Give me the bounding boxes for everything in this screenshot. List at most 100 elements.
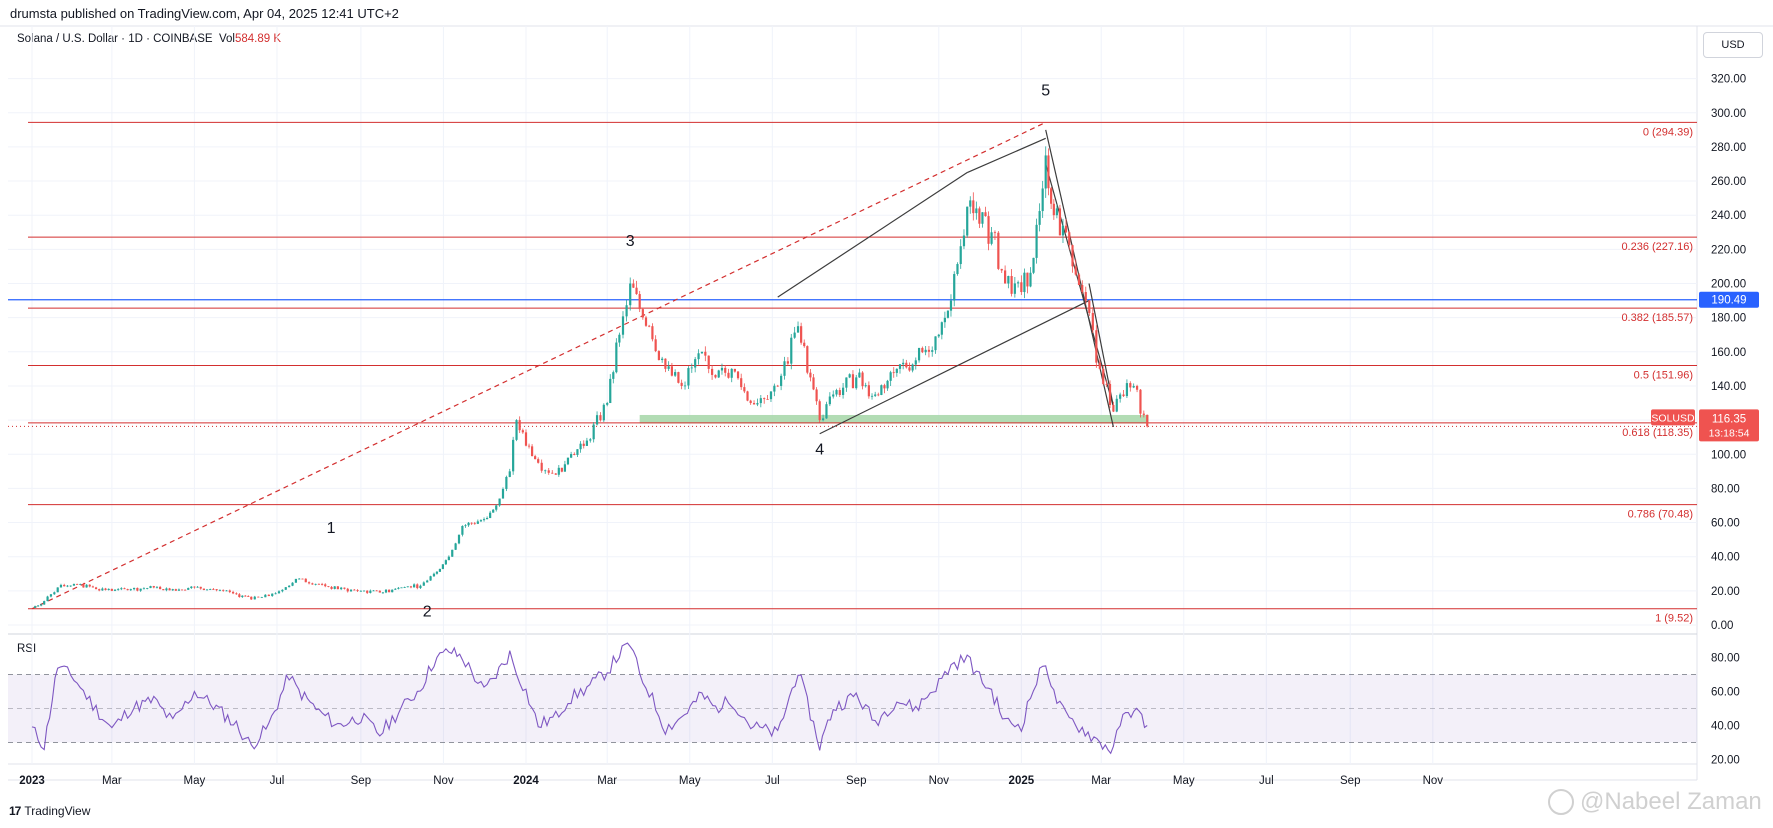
candle-body — [1115, 398, 1118, 412]
time-tick-label: Nov — [433, 775, 454, 787]
time-axis[interactable]: 2023 Mar May Jul Sep Nov 2024 Mar May Jul Sep Nov 20… — [19, 775, 1443, 787]
candle-body — [49, 594, 53, 597]
fib-retracement[interactable]: 0 (294.39) 0.236 (227.16) 0.382 (185.57) 0.… — [8, 121, 1697, 625]
candle-body — [416, 584, 419, 589]
candle-body — [905, 362, 908, 368]
candle-body — [149, 586, 152, 589]
trendline[interactable] — [819, 300, 1090, 435]
candle-body — [870, 395, 874, 397]
candle-body — [677, 372, 680, 383]
candle-body — [855, 377, 858, 389]
candle-body — [281, 589, 284, 592]
wave-label-3: 3 — [626, 233, 635, 250]
candle-body — [231, 591, 235, 594]
candle-body — [205, 589, 209, 591]
currency-button[interactable]: USD — [1703, 32, 1763, 58]
candle-body — [710, 368, 714, 375]
candle-body — [821, 418, 825, 421]
candle-body — [359, 590, 362, 592]
candle-body — [554, 473, 557, 475]
candle-body — [756, 403, 759, 405]
candle-body — [432, 573, 436, 577]
fib-level-label: 1 (9.52) — [1655, 613, 1693, 625]
candle-body — [612, 372, 615, 379]
candle-body — [174, 589, 177, 591]
rsi-axis[interactable]: 80.00 60.00 40.00 20.00 — [1711, 653, 1740, 767]
price-series — [33, 146, 1149, 609]
candle-body — [793, 332, 796, 338]
candle-body — [168, 588, 171, 591]
candle-body — [375, 590, 378, 592]
candle-body — [566, 457, 570, 465]
candle-body — [644, 317, 648, 326]
candle-body — [403, 587, 406, 589]
watermark: @Nabeel Zaman — [1548, 788, 1762, 816]
candle-body — [1084, 292, 1087, 301]
candle-body — [171, 589, 174, 591]
candle-body — [461, 525, 464, 535]
candle-body — [1132, 385, 1135, 388]
trendline[interactable] — [1045, 163, 1114, 407]
candle-body — [1013, 283, 1016, 294]
trendlines[interactable] — [31, 121, 1114, 610]
candle-body — [482, 519, 486, 521]
candle-body — [250, 596, 253, 600]
candle-body — [320, 584, 324, 585]
candle-body — [378, 590, 381, 593]
candle-body — [773, 385, 776, 392]
candle-body — [98, 589, 101, 591]
candle-body — [861, 372, 864, 387]
symbol-name[interactable]: Solana / U.S. Dollar · 1D · COINBASE — [17, 33, 213, 45]
candle-body — [667, 366, 670, 369]
tradingview-brand[interactable]: 17 TradingView — [9, 804, 90, 818]
candle-body — [473, 523, 476, 525]
candle-body — [1146, 414, 1149, 427]
candle-body — [563, 464, 567, 472]
candle-body — [126, 589, 129, 591]
rsi-indicator-label[interactable]: RSI — [17, 643, 37, 655]
candle-body — [451, 549, 454, 557]
candle-body — [304, 578, 307, 583]
fib-trend-dashed[interactable] — [31, 121, 1046, 610]
candle-body — [1055, 208, 1058, 216]
candle-body — [700, 351, 704, 354]
rsi-tick-label: 40.00 — [1711, 721, 1740, 733]
candle-body — [467, 522, 470, 526]
candle-body — [825, 404, 828, 419]
candle-body — [79, 584, 82, 585]
candle-body — [749, 400, 752, 404]
candle-body — [120, 588, 123, 590]
candle-body — [934, 336, 937, 351]
candle-body — [66, 585, 69, 587]
candle-body — [704, 351, 707, 356]
candle-body — [874, 394, 877, 396]
candle-body — [238, 594, 241, 598]
volume-label: Vol — [218, 33, 235, 45]
tradingview-logo-icon: 17 — [9, 804, 21, 818]
candle-body — [196, 586, 199, 588]
candle-body — [946, 310, 950, 318]
candle-body — [975, 208, 978, 214]
candle-body — [621, 316, 625, 335]
candle-body — [990, 232, 993, 244]
price-tick-label: 260.00 — [1711, 176, 1746, 188]
candle-body — [651, 326, 654, 340]
symbol-legend[interactable]: Solana / U.S. Dollar · 1D · COINBASE Vol… — [17, 33, 281, 45]
candle-body — [372, 590, 375, 592]
candle-body — [40, 604, 43, 606]
candle-body — [284, 587, 287, 590]
candle-body — [648, 325, 651, 327]
candle-body — [724, 367, 727, 373]
trendline[interactable] — [777, 172, 968, 298]
trendline[interactable] — [966, 137, 1046, 174]
candle-body — [324, 584, 327, 587]
support-zone-rect[interactable] — [639, 414, 1149, 424]
candle-body — [898, 364, 902, 369]
candle-body — [343, 587, 346, 589]
candle-body — [1023, 272, 1026, 293]
price-axis[interactable]: 320.00 300.00 280.00 260.00 240.00 220.00 200.… — [1711, 74, 1746, 632]
candle-body — [441, 564, 444, 569]
price-tick-label: 60.00 — [1711, 518, 1740, 530]
candle-body — [858, 372, 861, 378]
